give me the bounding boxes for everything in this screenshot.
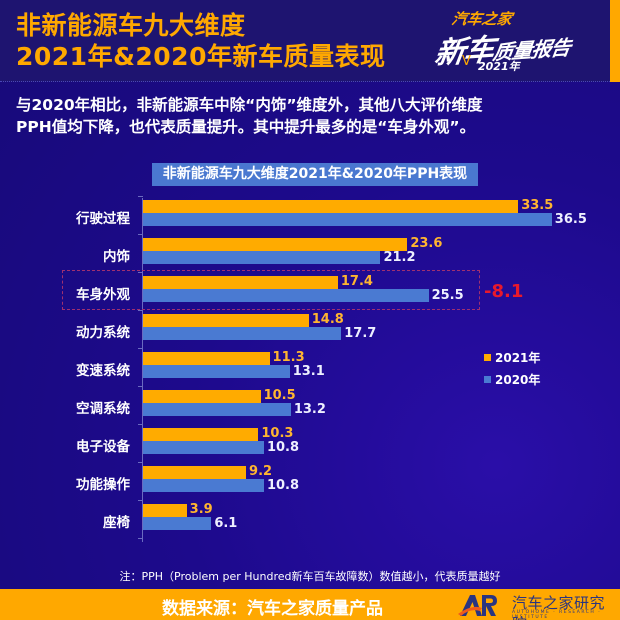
axis-tick <box>138 386 143 387</box>
bar-row: 空调系统 10.5 13.2 <box>0 388 620 426</box>
value-label-2020: 17.7 <box>344 326 377 341</box>
axis-tick <box>138 538 143 539</box>
bar-2020 <box>143 365 290 378</box>
legend-swatch-2021 <box>484 353 491 361</box>
bar-2021 <box>143 276 338 289</box>
value-label-2021: 17.4 <box>340 274 373 289</box>
axis-tick <box>138 234 143 235</box>
org-subtitle: AUTOHOME · RESEARCH · INSTITUTE <box>512 610 602 620</box>
bar-2020 <box>143 327 342 340</box>
highlight-box-body-exterior <box>62 270 480 310</box>
value-label-2021: 9.2 <box>249 464 273 479</box>
data-source: 数据来源：汽车之家质量产品 <box>162 599 383 619</box>
category-label: 空调系统 <box>76 401 130 417</box>
bar-2021 <box>143 314 309 327</box>
orange-edge-strip <box>610 0 620 82</box>
category-label: 座椅 <box>103 515 130 531</box>
bar-2021 <box>143 238 408 251</box>
category-label: 内饰 <box>103 249 130 265</box>
bar-2020 <box>143 479 264 492</box>
value-label-2021: 14.8 <box>311 312 344 327</box>
bar-2020 <box>143 251 381 264</box>
bar-2021 <box>143 352 270 365</box>
chart-title: 非新能源车九大维度2021年&2020年PPH表现 <box>152 163 478 186</box>
delta-annotation: -8.1 <box>484 281 524 302</box>
bar-row: 动力系统 14.8 17.7 <box>0 312 620 350</box>
value-label-2021: 11.3 <box>272 350 305 365</box>
axis-tick <box>138 272 143 273</box>
legend-swatch-2020 <box>484 375 491 383</box>
bar-2020 <box>143 213 552 226</box>
badge-year: 2021年 <box>478 60 520 73</box>
bar-2021 <box>143 466 247 479</box>
footnote: 注：PPH（Problem per Hundred新车百车故障数）数值越小，代表… <box>119 570 501 583</box>
bar-2021 <box>143 390 261 403</box>
value-label-2021: 10.3 <box>261 426 294 441</box>
axis-tick <box>138 462 143 463</box>
legend-item-2020: 2020年 <box>484 368 540 390</box>
value-label-2020: 25.5 <box>431 288 464 303</box>
category-label: 行驶过程 <box>76 211 130 227</box>
summary-text: 与2020年相比，非新能源车中除“内饰”维度外，其他八大评价维度 PPH值均下降… <box>16 94 606 138</box>
category-label: 动力系统 <box>76 325 130 341</box>
page-title: 非新能源车九大维度 2021年&2020年新车质量表现 <box>16 10 385 72</box>
axis-tick <box>138 196 143 197</box>
new-car-quality-report-badge: 汽车之家 新车质量报告 V 2021年 <box>432 8 600 74</box>
summary-line-2: PPH值均下降，也代表质量提升。其中提升最多的是“车身外观”。 <box>16 118 476 136</box>
summary-line-1: 与2020年相比，非新能源车中除“内饰”维度外，其他八大评价维度 <box>16 96 483 114</box>
bar-row: 变速系统 11.3 13.1 <box>0 350 620 388</box>
bar-2020 <box>143 441 264 454</box>
bar-2020 <box>143 289 429 302</box>
category-label: 功能操作 <box>76 477 130 493</box>
org-name: 汽车之家研究院 <box>512 594 606 620</box>
footer-bar: 数据来源：汽车之家质量产品 汽车之家研究院 AUTOHOME · RESEARC… <box>0 589 620 620</box>
category-label: 电子设备 <box>76 439 130 455</box>
bar-row: 座椅 3.9 6.1 <box>0 502 620 540</box>
check-mark-icon: V <box>462 54 471 69</box>
value-label-2021: 23.6 <box>410 236 443 251</box>
bar-row: 行驶过程 33.5 36.5 <box>0 198 620 236</box>
axis-tick <box>138 310 143 311</box>
value-label-2020: 13.1 <box>292 364 325 379</box>
header-banner: 非新能源车九大维度 2021年&2020年新车质量表现 汽车之家 新车质量报告 … <box>0 0 620 82</box>
bar-row: 车身外观 17.4 25.5 <box>0 274 620 312</box>
category-label: 变速系统 <box>76 363 130 379</box>
legend-label-2021: 2021年 <box>495 350 541 365</box>
value-label-2021: 3.9 <box>189 502 213 517</box>
bar-row: 内饰 23.6 21.2 <box>0 236 620 274</box>
value-label-2020: 36.5 <box>554 212 587 227</box>
bar-2021 <box>143 428 259 441</box>
axis-tick <box>138 500 143 501</box>
title-line-2: 2021年&2020年新车质量表现 <box>16 42 386 71</box>
bar-row: 电子设备 10.3 10.8 <box>0 426 620 464</box>
chart-legend: 2021年 2020年 <box>484 346 540 390</box>
value-label-2021: 10.5 <box>263 388 296 403</box>
bar-2021 <box>143 504 187 517</box>
legend-label-2020: 2020年 <box>495 372 541 387</box>
value-label-2020: 6.1 <box>214 516 238 531</box>
value-label-2020: 10.8 <box>266 440 300 455</box>
axis-tick <box>138 348 143 349</box>
bar-row: 功能操作 9.2 10.8 <box>0 464 620 502</box>
ar-logo-icon <box>458 595 497 616</box>
bar-2020 <box>143 517 212 530</box>
value-label-2020: 10.8 <box>266 478 300 493</box>
category-label: 车身外观 <box>76 287 130 303</box>
bar-2020 <box>143 403 291 416</box>
axis-tick <box>138 424 143 425</box>
legend-item-2021: 2021年 <box>484 346 540 368</box>
y-axis-line <box>142 198 143 542</box>
value-label-2020: 13.2 <box>293 402 326 417</box>
bar-2021 <box>143 200 519 213</box>
title-line-1: 非新能源车九大维度 <box>16 11 246 40</box>
value-label-2020: 21.2 <box>383 250 416 265</box>
value-label-2021: 33.5 <box>521 198 554 213</box>
